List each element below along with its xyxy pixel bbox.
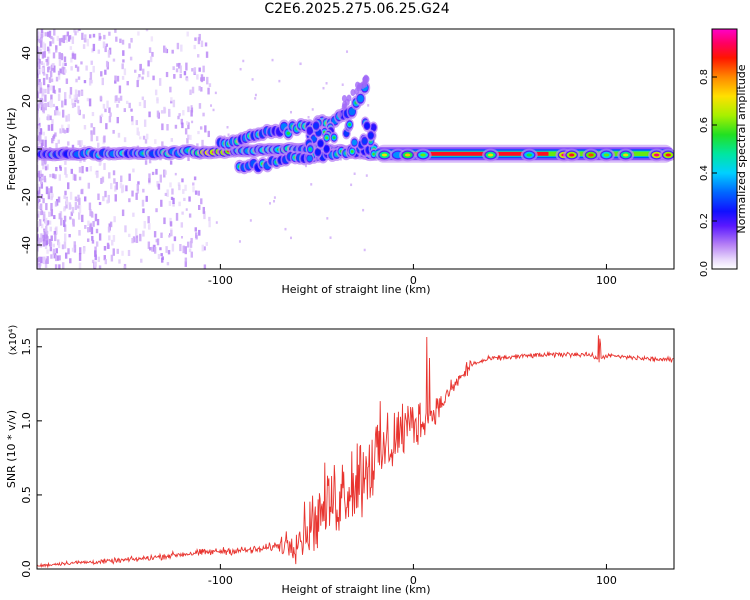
spectrogram-x-tick-label: 100 (596, 274, 617, 287)
snr-y-tick-label: 1.5 (20, 338, 33, 356)
spectrogram-y-label: Frequency (Hz) (5, 108, 18, 191)
chart-title: C2E6.2025.275.06.25.G24 (264, 1, 450, 17)
colorbar: 0.0 0.2 0.4 0.6 0.8 Normalized spectral ampl… (699, 28, 748, 277)
snr-x-tick-label: -100 (208, 574, 233, 587)
spectrogram-x-label: Height of straight line (km) (281, 283, 430, 296)
colorbar-tick-label: 0.4 (699, 165, 710, 181)
snr-y-label: SNR (10 * v/v) (5, 410, 18, 488)
snr-y-tick-label: 0.0 (20, 560, 33, 578)
spectrogram-x-tick-label: 0 (410, 274, 417, 287)
snr-series-line (37, 335, 674, 569)
colorbar-tick-label: 0.8 (699, 69, 710, 85)
snr-y-tick-label: 1.0 (20, 412, 33, 430)
spectrogram-y-tick-label: -20 (20, 188, 33, 206)
snr-y-tick-label: 0.5 (20, 486, 33, 504)
snr-x-label: Height of straight line (km) (281, 583, 430, 596)
colorbar-tick-label: 0.2 (699, 213, 710, 229)
colorbar-tick-label: 0.6 (699, 117, 710, 133)
spectrogram-y-tick-label: 0 (20, 146, 33, 153)
snr-frame (36, 328, 675, 570)
snr-multiplier-label: (x10⁴) (8, 325, 19, 356)
snr-x-tick-label: 100 (596, 574, 617, 587)
colorbar-gradient (711, 28, 738, 270)
spectrogram-y-tick-label: 40 (20, 46, 33, 60)
snr-plot: -100 0 100 0.0 0.5 1.0 1.5 Height of straight… (5, 325, 675, 596)
spectrogram-heatmap (37, 29, 674, 269)
spectrogram-y-tick-label: -40 (20, 236, 33, 254)
spectrogram-y-tick-label: 20 (20, 94, 33, 108)
snr-x-tick-label: 0 (410, 574, 417, 587)
colorbar-tick-label: 0.0 (699, 261, 710, 277)
colorbar-label: Normalized spectral amplitude (735, 64, 748, 233)
spectrogram-x-tick-label: -100 (208, 274, 233, 287)
spectrogram-plot: -100 0 100 -40 -20 0 20 40 Height of straight … (5, 28, 675, 296)
